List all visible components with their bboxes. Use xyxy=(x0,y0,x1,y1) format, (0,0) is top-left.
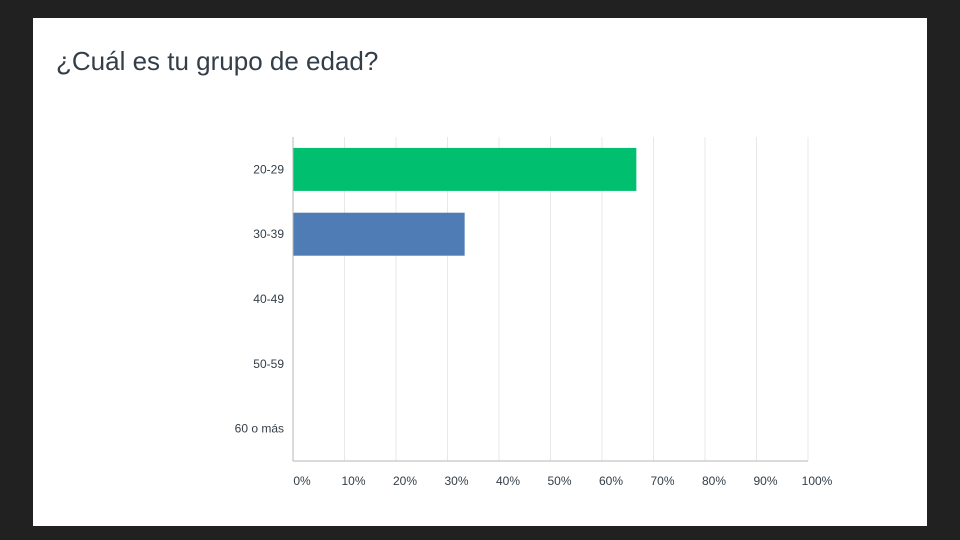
category-label: 30-39 xyxy=(253,227,284,241)
x-tick-label: 50% xyxy=(547,474,571,488)
x-tick-label: 10% xyxy=(341,474,365,488)
x-tick-label: 100% xyxy=(802,474,833,488)
category-labels: 20-29 30-39 40-49 50-59 60 o más xyxy=(235,162,285,435)
category-label: 40-49 xyxy=(253,292,284,306)
axes xyxy=(292,137,808,462)
x-tick-label: 30% xyxy=(444,474,468,488)
bar-chart: 20-29 30-39 40-49 50-59 60 o más 0% 10% 20% 30%… xyxy=(235,137,833,488)
x-tick-label: 60% xyxy=(599,474,623,488)
x-tick-label: 70% xyxy=(650,474,674,488)
category-label: 50-59 xyxy=(253,357,284,371)
category-label: 20-29 xyxy=(253,162,284,176)
bars xyxy=(293,147,637,256)
bar-20-29[interactable] xyxy=(293,147,637,191)
x-tick-label: 80% xyxy=(702,474,726,488)
category-label: 60 o más xyxy=(235,422,284,436)
x-tick-label: 20% xyxy=(393,474,417,488)
x-tick-label: 40% xyxy=(496,474,520,488)
x-tick-label: 0% xyxy=(293,474,311,488)
gridlines xyxy=(344,137,809,461)
chart-card: ¿Cuál es tu grupo de edad? 20-29 30-39 40-… xyxy=(33,18,927,526)
bar-30-39[interactable] xyxy=(293,212,465,256)
tick-labels: 0% 10% 20% 30% 40% 50% 60% 70% 80% 90% 100% xyxy=(293,474,832,488)
chart-title: ¿Cuál es tu grupo de edad? xyxy=(56,46,379,76)
x-tick-label: 90% xyxy=(753,474,777,488)
